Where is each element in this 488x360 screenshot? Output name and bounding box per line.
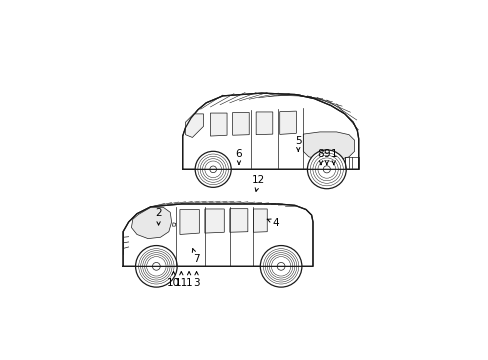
Text: 8: 8 [317,149,324,165]
Text: 12: 12 [252,175,265,192]
Polygon shape [256,112,272,135]
Text: 6: 6 [235,149,242,165]
Polygon shape [279,111,296,134]
Text: 9: 9 [323,149,329,165]
Text: 1: 1 [185,271,192,288]
Text: 3: 3 [193,271,200,288]
Text: 11: 11 [174,271,187,288]
Circle shape [260,246,301,287]
Text: 7: 7 [192,249,200,265]
Text: 10: 10 [166,271,180,288]
Text: 1: 1 [330,149,336,165]
Circle shape [277,262,285,270]
Circle shape [307,150,346,189]
Polygon shape [180,210,199,234]
Text: 5: 5 [294,136,301,152]
Polygon shape [183,93,358,169]
Polygon shape [303,132,354,159]
Circle shape [135,246,177,287]
Polygon shape [172,223,175,226]
Polygon shape [123,204,312,266]
Circle shape [152,262,160,270]
Text: 2: 2 [155,208,162,225]
Polygon shape [210,113,226,136]
Circle shape [195,151,231,187]
Polygon shape [232,112,249,135]
Polygon shape [185,114,203,138]
Polygon shape [253,209,267,232]
Polygon shape [229,209,247,232]
Circle shape [323,166,330,173]
Polygon shape [131,207,171,239]
Text: 4: 4 [266,218,279,228]
Polygon shape [204,209,224,233]
Circle shape [209,166,216,173]
